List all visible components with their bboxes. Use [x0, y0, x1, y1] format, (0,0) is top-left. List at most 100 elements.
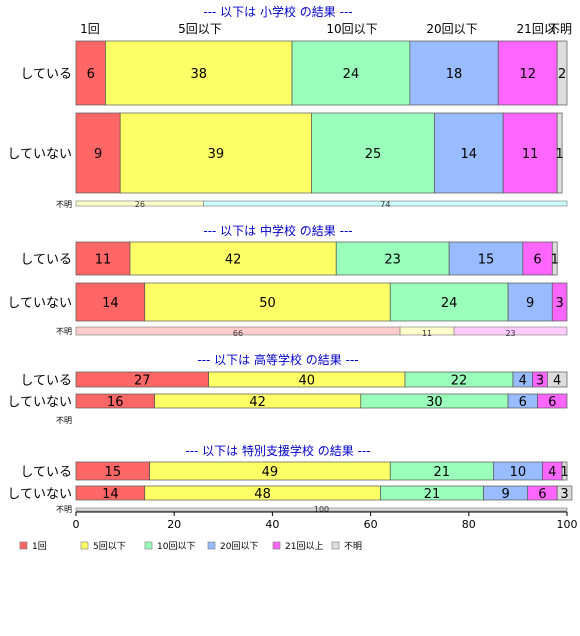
unknown-label: 不明 [56, 327, 72, 336]
data-label: 14 [461, 147, 478, 162]
data-label: 6 [87, 67, 95, 82]
unknown-bar-segment [75, 507, 568, 512]
data-label: 23 [384, 253, 401, 268]
data-label: 15 [105, 465, 122, 480]
bar-segment [507, 282, 553, 322]
data-label: 10 [510, 465, 527, 480]
data-label: 12 [519, 67, 536, 82]
legend-label: 10回以下 [157, 541, 195, 552]
data-label: 24 [441, 296, 458, 311]
bar-segment [502, 112, 558, 194]
row-label: していない [7, 296, 72, 311]
row-label: していない [7, 147, 72, 162]
data-label: 1 [555, 147, 563, 162]
bar-segment [556, 485, 573, 501]
data-label: 9 [501, 487, 509, 502]
category-header: 20回以下 [426, 22, 477, 36]
data-label: 11 [95, 253, 112, 268]
legend-swatch [207, 541, 216, 550]
unknown-data-label: 66 [233, 329, 243, 338]
data-label: 4 [548, 465, 556, 480]
category-header: 10回以下 [326, 22, 377, 36]
data-label: 49 [262, 465, 279, 480]
row-label: している [20, 67, 72, 82]
data-label: 4 [553, 374, 561, 389]
bar-segment [551, 241, 558, 276]
legend-swatch [19, 541, 28, 550]
bar-segment [551, 282, 568, 322]
data-label: 4 [519, 374, 527, 389]
category-header: 1回 [80, 22, 100, 36]
bar-segment [129, 241, 337, 276]
data-label: 6 [538, 487, 546, 502]
row-label: している [20, 253, 72, 268]
row-label: している [20, 374, 72, 389]
bar-segment [311, 112, 435, 194]
row-label: していない [7, 487, 72, 502]
legend-swatch [80, 541, 89, 550]
x-tick-label: 0 [73, 518, 80, 531]
section-title: --- 以下は 中学校 の結果 --- [203, 223, 352, 238]
unknown-bar-segment [203, 200, 568, 207]
data-label: 25 [365, 147, 382, 162]
legend-label: 不明 [344, 541, 362, 552]
bar-segment [497, 40, 558, 106]
data-label: 39 [208, 147, 225, 162]
data-label: 3 [536, 374, 544, 389]
data-label: 9 [94, 147, 102, 162]
data-label: 27 [134, 374, 151, 389]
data-label: 15 [478, 253, 495, 268]
data-label: 6 [548, 395, 556, 410]
bar-segment [335, 241, 450, 276]
legend-swatch [331, 541, 340, 550]
legend-label: 1回 [32, 541, 47, 552]
bar-segment [75, 241, 131, 276]
data-label: 48 [254, 487, 271, 502]
data-label: 24 [343, 67, 360, 82]
legend-label: 20回以下 [220, 541, 258, 552]
section-title: --- 以下は 高等学校 の結果 --- [197, 352, 358, 367]
data-label: 6 [519, 395, 527, 410]
data-label: 6 [533, 253, 541, 268]
unknown-label: 不明 [56, 416, 72, 425]
legend-label: 21回以上 [285, 541, 323, 552]
data-label: 21 [424, 487, 441, 502]
row-label: していない [7, 395, 72, 410]
category-header: 21回以.. [517, 22, 564, 36]
x-tick-label: 100 [557, 518, 578, 531]
bar-segment [556, 40, 568, 106]
legend-label: 5回以下 [93, 541, 126, 552]
unknown-data-label: 100 [314, 505, 329, 514]
data-label: 2 [558, 67, 566, 82]
data-label: 16 [107, 395, 124, 410]
data-label: 18 [446, 67, 463, 82]
section-title: --- 以下は 特別支援学校 の結果 --- [185, 443, 370, 458]
x-tick-label: 80 [462, 518, 476, 531]
bar-segment [75, 282, 146, 322]
legend-swatch [144, 541, 153, 550]
category-header: 5回以下 [178, 22, 222, 36]
bar-segment [119, 112, 313, 194]
bar-segment [75, 112, 121, 194]
bar-segment [389, 282, 509, 322]
section-title: --- 以下は 小学校 の結果 --- [203, 4, 352, 19]
x-tick-label: 40 [265, 518, 279, 531]
bar-segment [144, 282, 391, 322]
unknown-bar-segment [453, 326, 568, 336]
data-label: 3 [555, 296, 563, 311]
data-label: 42 [225, 253, 242, 268]
data-label: 14 [102, 487, 119, 502]
bar-segment [547, 371, 568, 388]
bar-segment [434, 112, 504, 194]
data-label: 22 [451, 374, 468, 389]
data-label: 9 [526, 296, 534, 311]
unknown-label: 不明 [56, 200, 72, 209]
unknown-data-label: 26 [135, 200, 145, 209]
x-tick-label: 20 [167, 518, 181, 531]
unknown-data-label: 23 [505, 329, 515, 338]
data-label: 50 [259, 296, 276, 311]
data-label: 21 [434, 465, 451, 480]
data-label: 42 [249, 395, 266, 410]
bar-segment [537, 393, 568, 409]
